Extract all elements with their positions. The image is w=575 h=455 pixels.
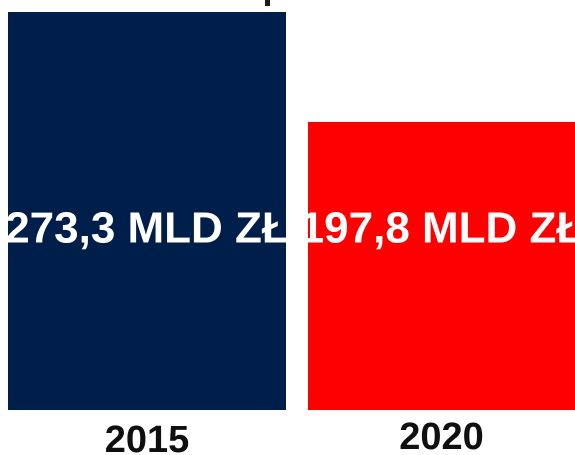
bars-group bbox=[8, 12, 575, 410]
bar-value-label-2015: 273,3 MLD ZŁ bbox=[5, 204, 289, 253]
x-tick-label-2020: 2020 bbox=[399, 416, 484, 455]
data-labels-group: 273,3 MLD ZŁ 197,8 MLD ZŁ bbox=[5, 204, 575, 253]
x-tick-label-2015: 2015 bbox=[105, 419, 190, 455]
bar-value-label-2020: 197,8 MLD ZŁ bbox=[300, 204, 575, 253]
cropped-top-mark bbox=[265, 0, 270, 6]
x-tick-labels-group: 2015 2020 bbox=[105, 416, 484, 455]
bar-2015 bbox=[8, 12, 286, 410]
bar-2020 bbox=[308, 121, 575, 410]
